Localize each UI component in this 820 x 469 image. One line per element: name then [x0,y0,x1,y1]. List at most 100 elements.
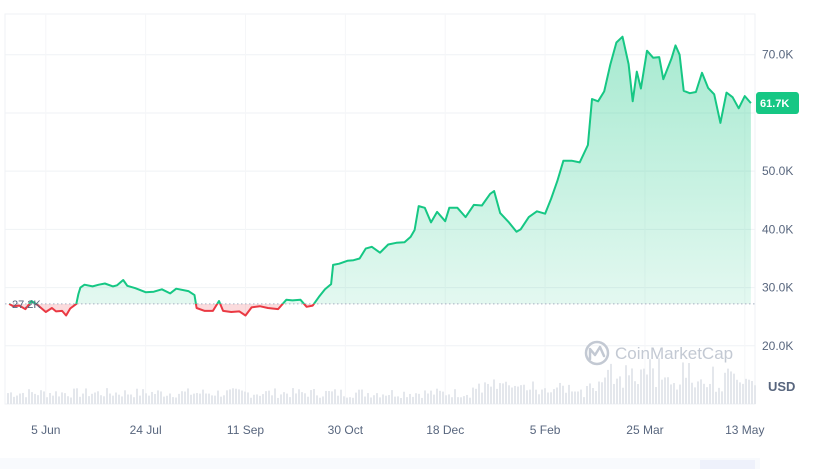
price-point[interactable] [700,70,705,75]
price-point[interactable] [549,196,554,201]
price-point[interactable] [492,188,497,193]
price-point[interactable] [518,227,523,232]
price-point[interactable] [443,219,448,224]
price-point[interactable] [534,209,539,214]
price-point[interactable] [681,88,686,93]
price-point[interactable] [596,99,601,104]
price-point[interactable] [351,258,356,263]
price-point[interactable] [121,278,126,283]
price-point[interactable] [416,204,421,209]
price-point[interactable] [174,286,179,291]
price-point[interactable] [210,308,215,313]
price-point[interactable] [202,308,207,313]
price-point[interactable] [322,287,327,292]
price-point[interactable] [498,211,503,216]
price-point[interactable] [693,90,698,95]
price-point[interactable] [569,158,574,163]
price-point[interactable] [186,289,191,294]
price-point[interactable] [284,297,289,302]
price-point[interactable] [561,158,566,163]
range-navigator[interactable] [0,458,760,469]
price-point[interactable] [543,211,548,216]
price-point[interactable] [290,298,295,303]
price-point[interactable] [168,291,173,296]
price-point[interactable] [76,291,81,296]
price-point[interactable] [357,256,362,261]
price-point[interactable] [736,106,741,111]
price-point[interactable] [651,55,656,60]
price-point[interactable] [435,209,440,214]
price-point[interactable] [677,52,682,57]
price-point[interactable] [90,284,95,289]
price-point[interactable] [316,294,321,299]
price-point[interactable] [60,308,65,313]
price-point[interactable] [506,219,511,224]
price-point[interactable] [68,306,73,311]
price-point[interactable] [229,310,234,315]
price-point[interactable] [257,304,262,309]
price-point[interactable] [706,85,711,90]
price-point[interactable] [369,244,374,249]
price-point[interactable] [151,289,156,294]
price-point[interactable] [455,205,460,210]
price-point[interactable] [555,179,560,184]
price-point[interactable] [74,301,79,306]
price-point[interactable] [447,205,452,210]
price-point[interactable] [337,261,342,266]
price-point[interactable] [644,48,649,53]
price-point[interactable] [304,304,309,309]
price-point[interactable] [386,242,391,247]
price-point[interactable] [724,90,729,95]
price-point[interactable] [412,227,417,232]
price-point[interactable] [159,287,164,292]
price-point[interactable] [471,202,476,207]
price-point[interactable] [192,293,197,298]
price-point[interactable] [526,215,531,220]
price-point[interactable] [363,246,368,251]
price-point[interactable] [687,91,692,96]
price-point[interactable] [133,286,138,291]
price-point[interactable] [115,283,120,288]
price-point[interactable] [216,298,221,303]
price-point[interactable] [329,282,334,287]
price-point[interactable] [479,203,484,208]
price-line-up[interactable] [9,35,752,316]
price-point[interactable] [634,69,639,74]
price-point[interactable] [626,62,631,67]
price-point[interactable] [43,310,48,315]
price-point[interactable] [730,95,735,100]
price-point[interactable] [638,86,643,91]
price-point[interactable] [620,34,625,39]
price-point[interactable] [577,160,582,165]
price-point[interactable] [78,285,83,290]
price-point[interactable] [394,240,399,245]
price-point[interactable] [194,305,199,310]
price-point[interactable] [102,281,107,286]
price-point[interactable] [712,92,717,97]
price-point[interactable] [345,258,350,263]
price-point[interactable] [657,55,662,60]
price-point[interactable] [585,142,590,147]
price-point[interactable] [488,191,493,196]
price-point[interactable] [64,313,69,318]
price-point[interactable] [402,240,407,245]
price-point[interactable] [125,283,130,288]
price-point[interactable] [673,43,678,48]
price-point[interactable] [249,305,254,310]
price-point[interactable] [589,96,594,101]
price-point[interactable] [378,250,383,255]
price-point[interactable] [408,234,413,239]
price-point[interactable] [237,309,242,314]
price-point[interactable] [143,290,148,295]
price-point[interactable] [608,62,613,67]
price-point[interactable] [661,77,666,82]
price-point[interactable] [49,305,54,310]
price-point[interactable] [428,220,433,225]
price-point[interactable] [310,303,315,308]
price-point[interactable] [422,205,427,210]
price-point[interactable] [243,313,248,318]
price-point[interactable] [748,101,753,106]
price-point[interactable] [53,309,58,314]
price-point[interactable] [298,297,303,302]
